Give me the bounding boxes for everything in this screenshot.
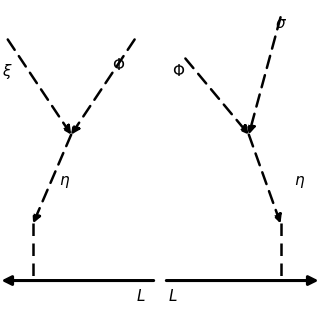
Text: $\xi$: $\xi$ [3, 62, 13, 81]
Text: $\Phi$: $\Phi$ [112, 57, 125, 73]
Text: $\sigma$: $\sigma$ [275, 16, 287, 31]
Text: $L$: $L$ [136, 288, 146, 304]
Text: $\eta$: $\eta$ [59, 174, 70, 190]
Text: $\eta$: $\eta$ [294, 174, 305, 190]
Text: $L$: $L$ [168, 288, 178, 304]
Text: $\Phi$: $\Phi$ [172, 63, 186, 79]
